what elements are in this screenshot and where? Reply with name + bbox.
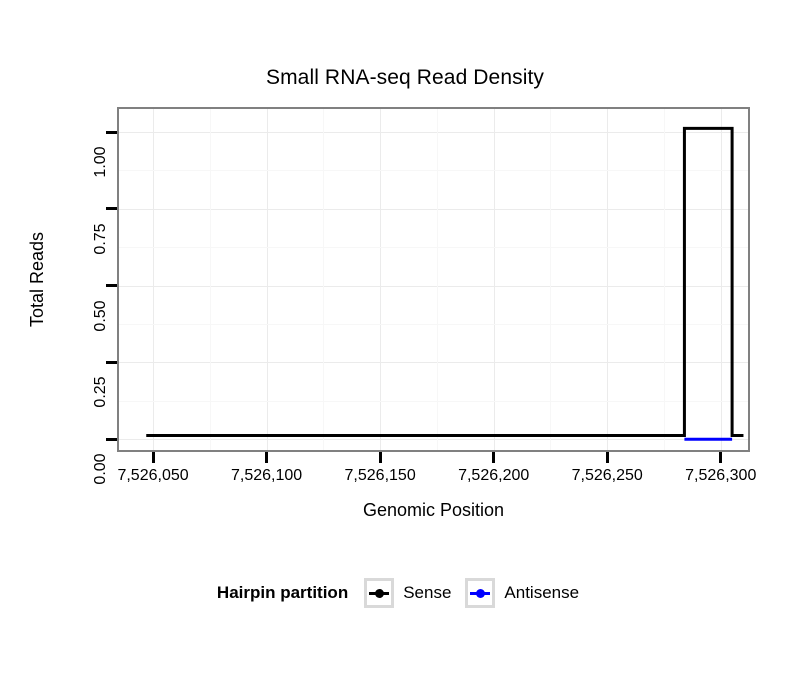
legend-item-sense[interactable]: Sense	[364, 578, 451, 608]
plot-panel	[117, 107, 750, 452]
legend-items: Sense Antisense	[364, 578, 593, 608]
legend-key-antisense	[465, 578, 496, 608]
data-series-layer	[119, 109, 748, 450]
y-tick-mark	[106, 437, 117, 441]
gridline-y-minor	[119, 170, 748, 172]
gridline-y	[119, 439, 748, 441]
y-tick-mark	[106, 130, 117, 134]
gridline-x	[380, 109, 382, 450]
x-tick-label: 7,526,100	[231, 467, 303, 484]
y-axis-title: Total Reads	[27, 231, 47, 328]
gridline-y	[119, 208, 748, 210]
x-tick-mark	[378, 452, 382, 463]
gridline-x-minor	[323, 109, 325, 450]
gridline-x	[720, 109, 722, 450]
chart-title: Small RNA-seq Read Density	[265, 66, 545, 89]
gridline-x-minor	[209, 109, 211, 450]
x-tick-label: 7,526,150	[344, 467, 416, 484]
x-tick-label: 7,526,200	[458, 467, 530, 484]
gridline-y	[119, 132, 748, 134]
x-tick-mark	[492, 452, 496, 463]
legend-label: Antisense	[504, 583, 580, 602]
y-tick-mark	[106, 360, 117, 364]
gridline-x-minor	[436, 109, 438, 450]
legend-key-point-icon	[374, 588, 384, 598]
gridline-y-minor	[119, 400, 748, 402]
gridline-x	[493, 109, 495, 450]
legend-item-antisense[interactable]: Antisense	[465, 578, 579, 608]
x-tick-mark	[151, 452, 155, 463]
legend-label: Sense	[403, 583, 452, 602]
gridline-x	[266, 109, 268, 450]
x-axis-title: Genomic Position	[362, 500, 505, 520]
legend-title: Hairpin partition	[216, 583, 349, 602]
legend-key-sense	[364, 578, 395, 608]
y-tick-mark	[106, 207, 117, 211]
plot-panel-inner	[119, 109, 748, 450]
x-tick-mark	[265, 452, 269, 463]
x-tick-label: 7,526,250	[571, 467, 643, 484]
gridline-y-minor	[119, 324, 748, 326]
chart-legend: Hairpin partition Sense Antisense	[0, 578, 810, 608]
series-line-sense	[146, 128, 743, 435]
gridline-y-minor	[119, 247, 748, 249]
y-tick-label: 0.25	[92, 376, 109, 409]
gridline-x	[607, 109, 609, 450]
legend-key-point-icon	[475, 588, 485, 598]
x-tick-label: 7,526,300	[685, 467, 757, 484]
gridline-x-minor	[663, 109, 665, 450]
y-tick-label: 0.50	[92, 300, 109, 332]
x-tick-label: 7,526,050	[117, 467, 189, 484]
gridline-x-minor	[550, 109, 552, 450]
y-tick-mark	[106, 284, 117, 288]
gridline-y	[119, 362, 748, 364]
gridline-y	[119, 285, 748, 287]
x-tick-mark	[719, 452, 723, 463]
x-tick-mark	[605, 452, 609, 463]
gridline-x	[153, 109, 155, 450]
y-tick-label: 1.00	[92, 146, 109, 178]
y-tick-label: 0.75	[92, 223, 109, 255]
